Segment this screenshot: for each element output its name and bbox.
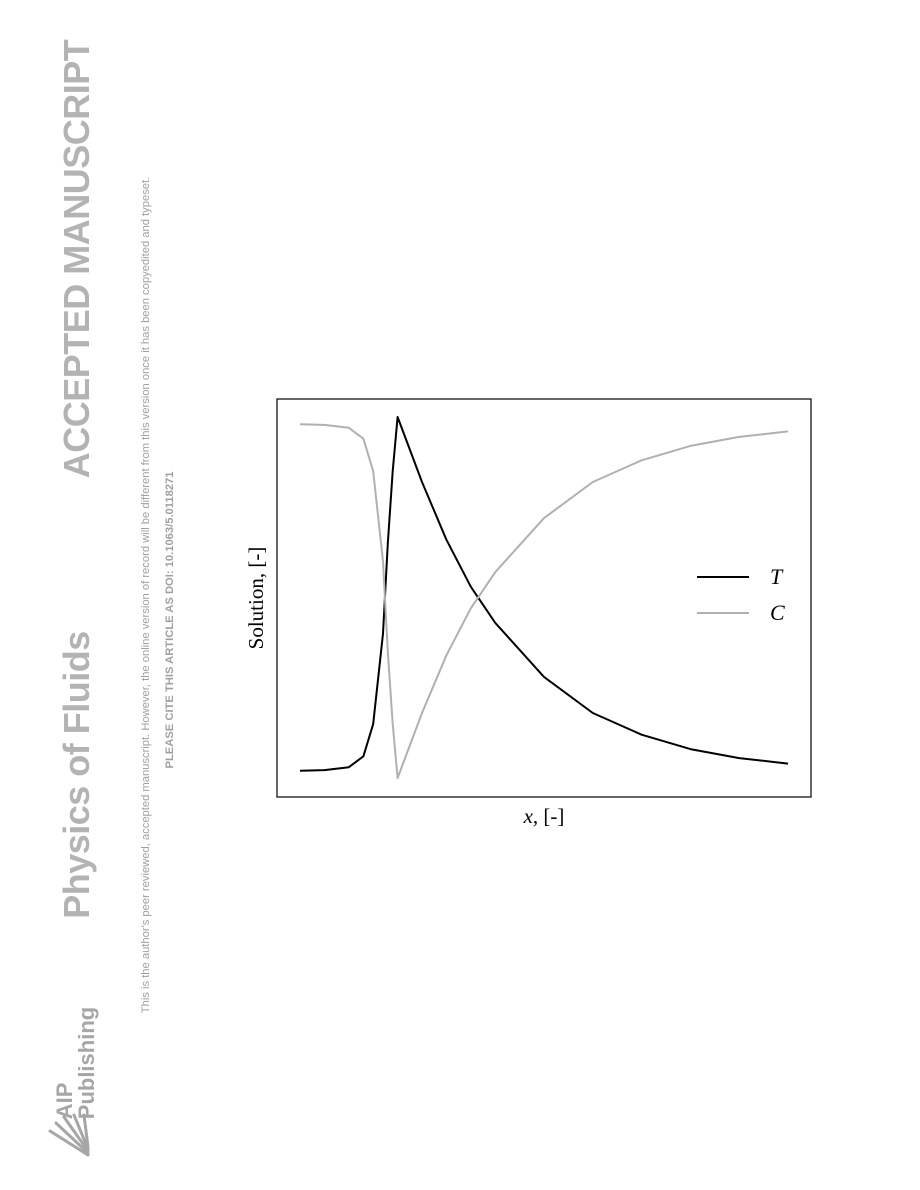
chart-legend: T C [697, 564, 785, 625]
series-line-T [299, 416, 789, 772]
series-line-C [299, 423, 789, 779]
plot-frame [276, 398, 812, 798]
x-axis-label: x, [-] [523, 804, 565, 828]
legend-label-C: C [770, 600, 785, 625]
y-axis-label: Solution, [-] [244, 547, 268, 650]
aip-logo-icon [48, 1113, 90, 1157]
legend-label-T: T [770, 564, 784, 589]
x-axis-variable: x [523, 804, 534, 828]
x-axis-unit: , [-] [533, 804, 564, 828]
